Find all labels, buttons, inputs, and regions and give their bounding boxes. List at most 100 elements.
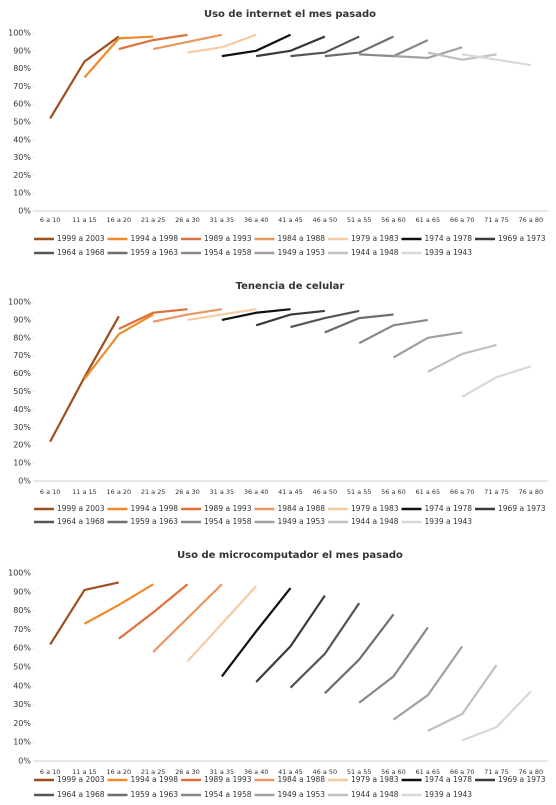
legend-label: 1999 a 2003: [57, 234, 105, 243]
y-tick-label: 10%: [13, 459, 31, 468]
y-tick-label: 50%: [13, 663, 31, 672]
legend-label: 1999 a 2003: [57, 775, 105, 784]
x-tick-label: 76 a 80: [518, 488, 543, 496]
x-tick-label: 56 a 60: [381, 216, 406, 224]
series-line: [427, 664, 498, 732]
y-tick-label: 100%: [8, 29, 31, 38]
y-tick-label: 0%: [18, 757, 31, 766]
series-line: [221, 308, 291, 321]
series-line: [49, 35, 120, 120]
series-line: [221, 33, 291, 58]
x-tick-label: 41 a 45: [278, 216, 303, 224]
legend-label: 1949 a 1953: [278, 248, 326, 257]
legend-label: 1939 a 1943: [425, 790, 473, 799]
y-tick-label: 40%: [13, 681, 31, 690]
legend-label: 1979 a 1983: [351, 775, 399, 784]
legend-label: 1989 a 1993: [204, 775, 252, 784]
y-tick-label: 80%: [13, 606, 31, 615]
y-tick-label: 40%: [13, 405, 31, 414]
chart-title: Uso de microcomputador el mes pasado: [177, 550, 403, 561]
x-tick-label: 31 a 35: [209, 768, 234, 776]
x-tick-label: 11 a 15: [72, 488, 97, 496]
series-line: [118, 33, 188, 51]
x-tick-label: 71 a 75: [484, 216, 509, 224]
legend-label: 1959 a 1963: [131, 517, 179, 526]
x-tick-label: 6 a 10: [40, 768, 61, 776]
x-tick-label: 26 a 30: [175, 768, 200, 776]
legend-label: 1974 a 1978: [425, 234, 473, 243]
y-tick-label: 80%: [13, 64, 31, 73]
legend-label: 1969 a 1973: [498, 775, 546, 784]
y-tick-label: 0%: [18, 207, 31, 216]
series-line: [358, 318, 429, 345]
y-tick-label: 70%: [13, 351, 31, 360]
legend-label: 1964 a 1968: [57, 790, 105, 799]
legend-label: 1944 a 1948: [351, 517, 399, 526]
series-line: [427, 343, 497, 373]
x-tick-label: 46 a 50: [312, 216, 337, 224]
series-line: [461, 690, 532, 742]
x-tick-label: 71 a 75: [484, 488, 509, 496]
legend-label: 1939 a 1943: [425, 517, 473, 526]
x-tick-label: 6 a 10: [40, 216, 61, 224]
y-tick-label: 80%: [13, 333, 31, 342]
legend-label: 1979 a 1983: [351, 504, 399, 513]
y-tick-label: 10%: [13, 738, 31, 747]
x-tick-label: 16 a 20: [106, 216, 131, 224]
y-tick-label: 100%: [8, 298, 31, 307]
x-tick-label: 66 a 70: [450, 488, 475, 496]
y-tick-label: 100%: [8, 569, 31, 578]
y-tick-label: 10%: [13, 189, 31, 198]
x-tick-label: 11 a 15: [72, 768, 97, 776]
legend-label: 1954 a 1958: [204, 248, 252, 257]
y-tick-label: 20%: [13, 719, 31, 728]
x-tick-label: 21 a 25: [141, 768, 166, 776]
x-tick-label: 26 a 30: [175, 216, 200, 224]
series-line: [324, 35, 394, 58]
legend-label: 1974 a 1978: [425, 504, 473, 513]
x-tick-label: 51 a 55: [347, 768, 372, 776]
y-tick-label: 50%: [13, 387, 31, 396]
chart-title: Tenencia de celular: [236, 281, 345, 292]
legend-label: 1999 a 2003: [57, 504, 105, 513]
series-line: [290, 309, 360, 329]
legend-label: 1954 a 1958: [204, 517, 252, 526]
series-line: [392, 331, 463, 359]
x-tick-label: 36 a 40: [244, 216, 269, 224]
legend-label: 1994 a 1998: [131, 775, 179, 784]
x-tick-label: 21 a 25: [141, 488, 166, 496]
legend-label: 1994 a 1998: [131, 504, 179, 513]
x-tick-label: 31 a 35: [209, 216, 234, 224]
x-tick-label: 76 a 80: [518, 216, 543, 224]
x-tick-label: 46 a 50: [312, 768, 337, 776]
legend-label: 1949 a 1953: [278, 790, 326, 799]
x-tick-label: 51 a 55: [347, 216, 372, 224]
series-line: [289, 602, 361, 689]
y-tick-label: 20%: [13, 171, 31, 180]
x-tick-label: 16 a 20: [106, 768, 131, 776]
legend-label: 1949 a 1953: [278, 517, 326, 526]
y-tick-label: 70%: [13, 82, 31, 91]
x-tick-label: 66 a 70: [450, 768, 475, 776]
series-line: [187, 308, 257, 321]
x-tick-label: 41 a 45: [278, 768, 303, 776]
x-tick-label: 36 a 40: [244, 768, 269, 776]
chart-title: Uso de internet el mes pasado: [204, 9, 376, 20]
x-tick-label: 6 a 10: [40, 488, 61, 496]
legend-label: 1959 a 1963: [131, 248, 179, 257]
series-line: [255, 309, 325, 327]
legend-label: 1984 a 1988: [278, 775, 326, 784]
legend-label: 1984 a 1988: [278, 504, 326, 513]
x-tick-label: 21 a 25: [141, 216, 166, 224]
x-tick-label: 66 a 70: [450, 216, 475, 224]
series-line: [152, 583, 223, 653]
legend-label: 1964 a 1968: [57, 517, 105, 526]
series-line: [83, 583, 154, 625]
x-tick-label: 51 a 55: [347, 488, 372, 496]
legend-label: 1944 a 1948: [351, 248, 399, 257]
y-tick-label: 30%: [13, 423, 31, 432]
y-tick-label: 30%: [13, 700, 31, 709]
series-line: [118, 308, 188, 330]
series-line: [461, 53, 532, 67]
